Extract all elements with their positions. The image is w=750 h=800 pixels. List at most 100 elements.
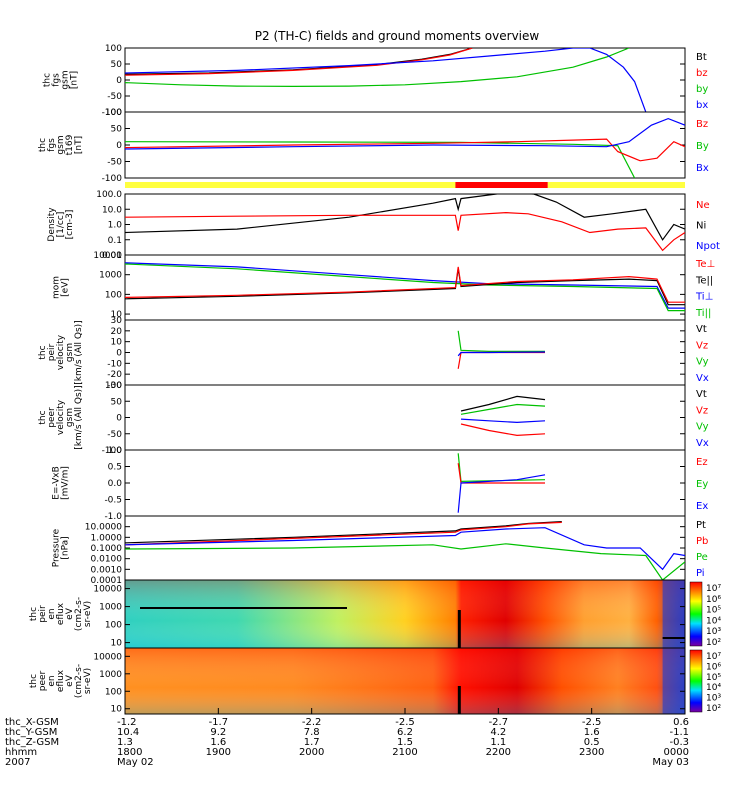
y-tick-label: -100 (102, 108, 123, 118)
y-axis-label-line: Pressure (52, 528, 62, 567)
y-tick-label: -1.0 (104, 512, 122, 522)
x-tick-label: 1.3 (117, 737, 133, 748)
series-line (125, 521, 562, 544)
y-tick-label: 10.0 (102, 205, 122, 215)
legend-Pt: Pt (696, 520, 706, 531)
y-tick-label: 0 (116, 76, 122, 86)
series-line (125, 211, 685, 252)
y-tick-label: 10 (111, 310, 123, 320)
series-line (460, 403, 546, 415)
series-line (125, 266, 685, 303)
series-line (457, 474, 546, 513)
y-axis-label-line: eV (65, 674, 75, 687)
legend-Vz: Vz (696, 405, 708, 416)
x-tick-label: May 02 (117, 757, 154, 768)
y-tick-label: -100 (102, 174, 123, 184)
y-tick-label: -50 (107, 92, 122, 102)
y-axis-label-line: gsm (61, 70, 71, 89)
y-tick-label: 0.0 (108, 479, 123, 489)
series-line (125, 141, 636, 178)
x-tick-label: 1900 (206, 747, 231, 758)
y-axis-label-line: Density (47, 207, 57, 242)
y-tick-label: 0.5 (108, 463, 122, 473)
colorbar-label: 10⁴ (706, 616, 721, 626)
y-tick-label: 1.0 (108, 221, 123, 231)
legend-Vx: Vx (696, 438, 709, 449)
series-line (125, 543, 685, 580)
y-axis-label-line: eflux (56, 602, 66, 625)
y-axis-label-line: [nPa] (61, 536, 71, 559)
panel-efield: 1.0 0.5 0.0 -0.5 -1.0 E=-VxB [mV/m] Ez Ey Ex (52, 446, 709, 522)
y-tick-label: 100 (105, 108, 122, 118)
y-axis-label-line: gsm (56, 135, 66, 154)
y-tick-label: 100.0 (96, 190, 122, 200)
x-tick-label: May 03 (652, 757, 689, 768)
colorbar-label: 10⁶ (706, 595, 721, 605)
legend-Pe: Pe (696, 552, 708, 563)
panel-series (125, 48, 647, 112)
y-tick-label: 10.0000 (85, 523, 122, 533)
y-tick-label: 1000 (99, 603, 122, 613)
status-bar-segment-3 (547, 182, 685, 188)
y-axis-label-line: gsm (65, 408, 75, 427)
x-row-label: thc_X-GSM (5, 717, 59, 728)
series-line (125, 268, 685, 306)
x-tick-label: 1.1 (490, 737, 506, 748)
legend-Npot: Npot (696, 241, 720, 252)
panel-series (125, 117, 685, 178)
x-tick-label: 1.5 (397, 737, 413, 748)
y-axis-label-line: thc (38, 138, 48, 152)
x-tick-label: 0.5 (584, 737, 600, 748)
series-line (125, 194, 685, 241)
status-bar-segment-2 (455, 182, 548, 188)
y-axis-label: thc peir en eflux eV (cm2-s-sr-eV) (29, 597, 93, 631)
y-axis-label-line: gsm (65, 343, 75, 362)
x-tick-label: 6.2 (397, 727, 413, 738)
y-tick-label: 1.0000 (91, 533, 123, 543)
y-tick-label: 0.01 (102, 251, 122, 261)
series-line (125, 48, 647, 112)
x-tick-label: 0000 (664, 747, 689, 758)
x-tick-label: -1.7 (209, 717, 229, 728)
panel-series (125, 521, 685, 580)
y-axis-label-line: [mV/m] (61, 466, 71, 500)
y-axis-label-line: (cm2-s- (74, 597, 84, 631)
x-tick-label: 4.2 (490, 727, 506, 738)
legend-Ez: Ez (696, 457, 708, 468)
panel-frame (124, 47, 686, 113)
series-line (125, 48, 630, 88)
colorbar (689, 649, 703, 713)
y-axis-label-line: thc (29, 607, 39, 621)
y-axis-label: thc peer en eflux eV (cm2-s-sr-eV) (29, 664, 93, 698)
y-axis-label-line: [1/cc] (56, 212, 66, 238)
y-tick-label: 10 (111, 639, 123, 649)
x-row-label: hhmm (5, 747, 37, 758)
y-tick-label: 50 (111, 60, 123, 70)
series-line (125, 138, 685, 162)
colorbar-label: 10⁵ (706, 606, 721, 616)
x-tick-label: 7.8 (304, 727, 320, 738)
y-axis-label-line: fgs (52, 73, 62, 87)
panel-mom: 10000 1000 100 10 mom [eV] Te⊥ Te|| Ti⊥ Ti|| (52, 251, 715, 321)
y-tick-label: 10000 (93, 652, 122, 662)
series-line (125, 117, 685, 150)
y-axis-label-line: en (47, 675, 57, 686)
x-tick-label: -2.5 (582, 717, 602, 728)
legend-Ex: Ex (696, 501, 708, 512)
panel-series (457, 330, 546, 369)
panel-series (457, 453, 546, 513)
legend-Ti⊥: Ti⊥ (695, 292, 713, 303)
colorbar-label: 10⁶ (706, 662, 721, 672)
y-axis-label-line: thc (29, 674, 39, 688)
colorbar-label: 10² (706, 638, 721, 648)
y-axis-label: thc peer velocity gsm [km/s (All Qs)] (38, 385, 84, 449)
y-tick-label: 50 (111, 397, 123, 407)
y-tick-label: -10 (107, 359, 122, 369)
y-axis-label-line: [nT] (70, 71, 80, 89)
panel-series (125, 194, 685, 252)
y-tick-label: 20 (111, 327, 123, 337)
y-axis-label: Pressure [nPa] (52, 528, 71, 567)
